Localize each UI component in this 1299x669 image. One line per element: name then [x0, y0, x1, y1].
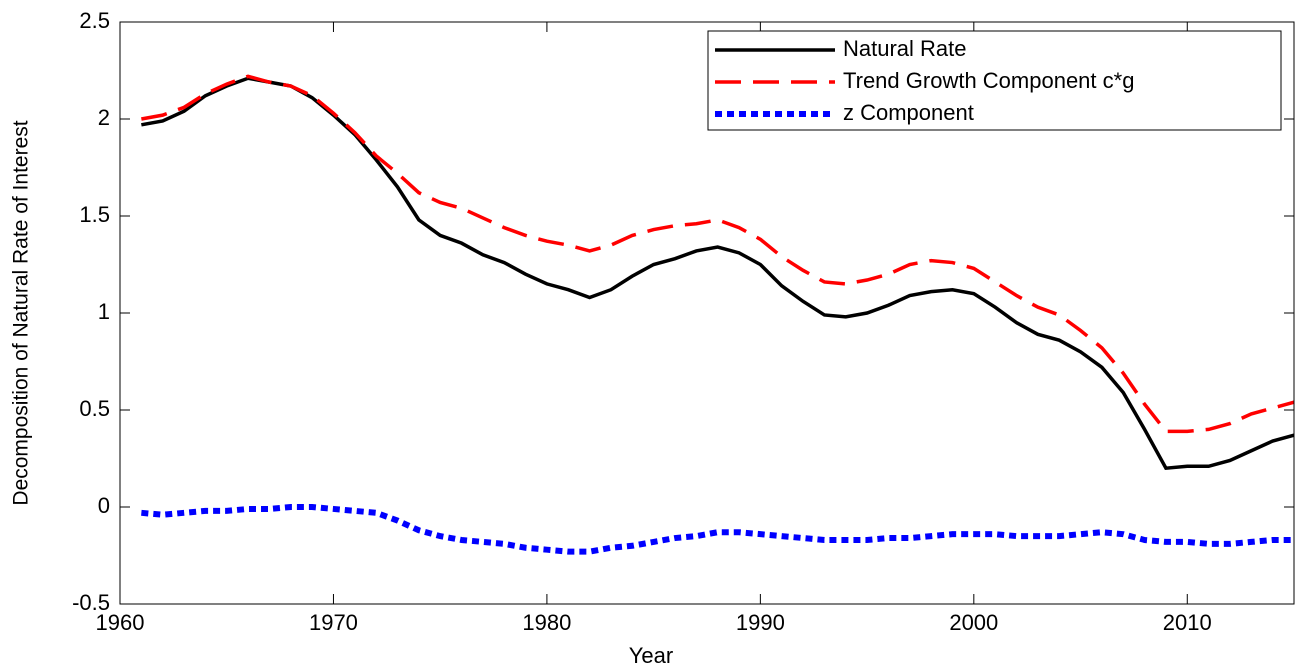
- x-tick-label: 2000: [949, 610, 998, 635]
- series-line: [141, 504, 1294, 555]
- y-tick-label: 1: [98, 299, 110, 324]
- y-tick-label: -0.5: [72, 590, 110, 615]
- plot-frame: [119, 21, 1295, 605]
- y-tick-label: 2.5: [79, 8, 110, 33]
- legend-label: Trend Growth Component c*g: [843, 68, 1134, 93]
- y-tick-label: 0: [98, 493, 110, 518]
- x-axis-label: Year: [629, 643, 673, 668]
- x-tick-label: 1990: [736, 610, 785, 635]
- legend-label: Natural Rate: [843, 36, 967, 61]
- series-line: [141, 74, 1295, 434]
- legend: Natural Rate Trend Growth Component c*g z …: [707, 30, 1282, 131]
- y-tick-label: 2: [98, 105, 110, 130]
- x-tick-label: 1980: [522, 610, 571, 635]
- x-tick-label: 1970: [309, 610, 358, 635]
- x-tick-label: 2010: [1163, 610, 1212, 635]
- y-tick-label: 1.5: [79, 202, 110, 227]
- series-line: [141, 76, 1295, 471]
- y-tick-label: 0.5: [79, 396, 110, 421]
- legend-label: z Component: [843, 100, 974, 125]
- x-tick-label: 1960: [96, 610, 145, 635]
- y-axis-label: Decomposition of Natural Rate of Interes…: [10, 120, 33, 505]
